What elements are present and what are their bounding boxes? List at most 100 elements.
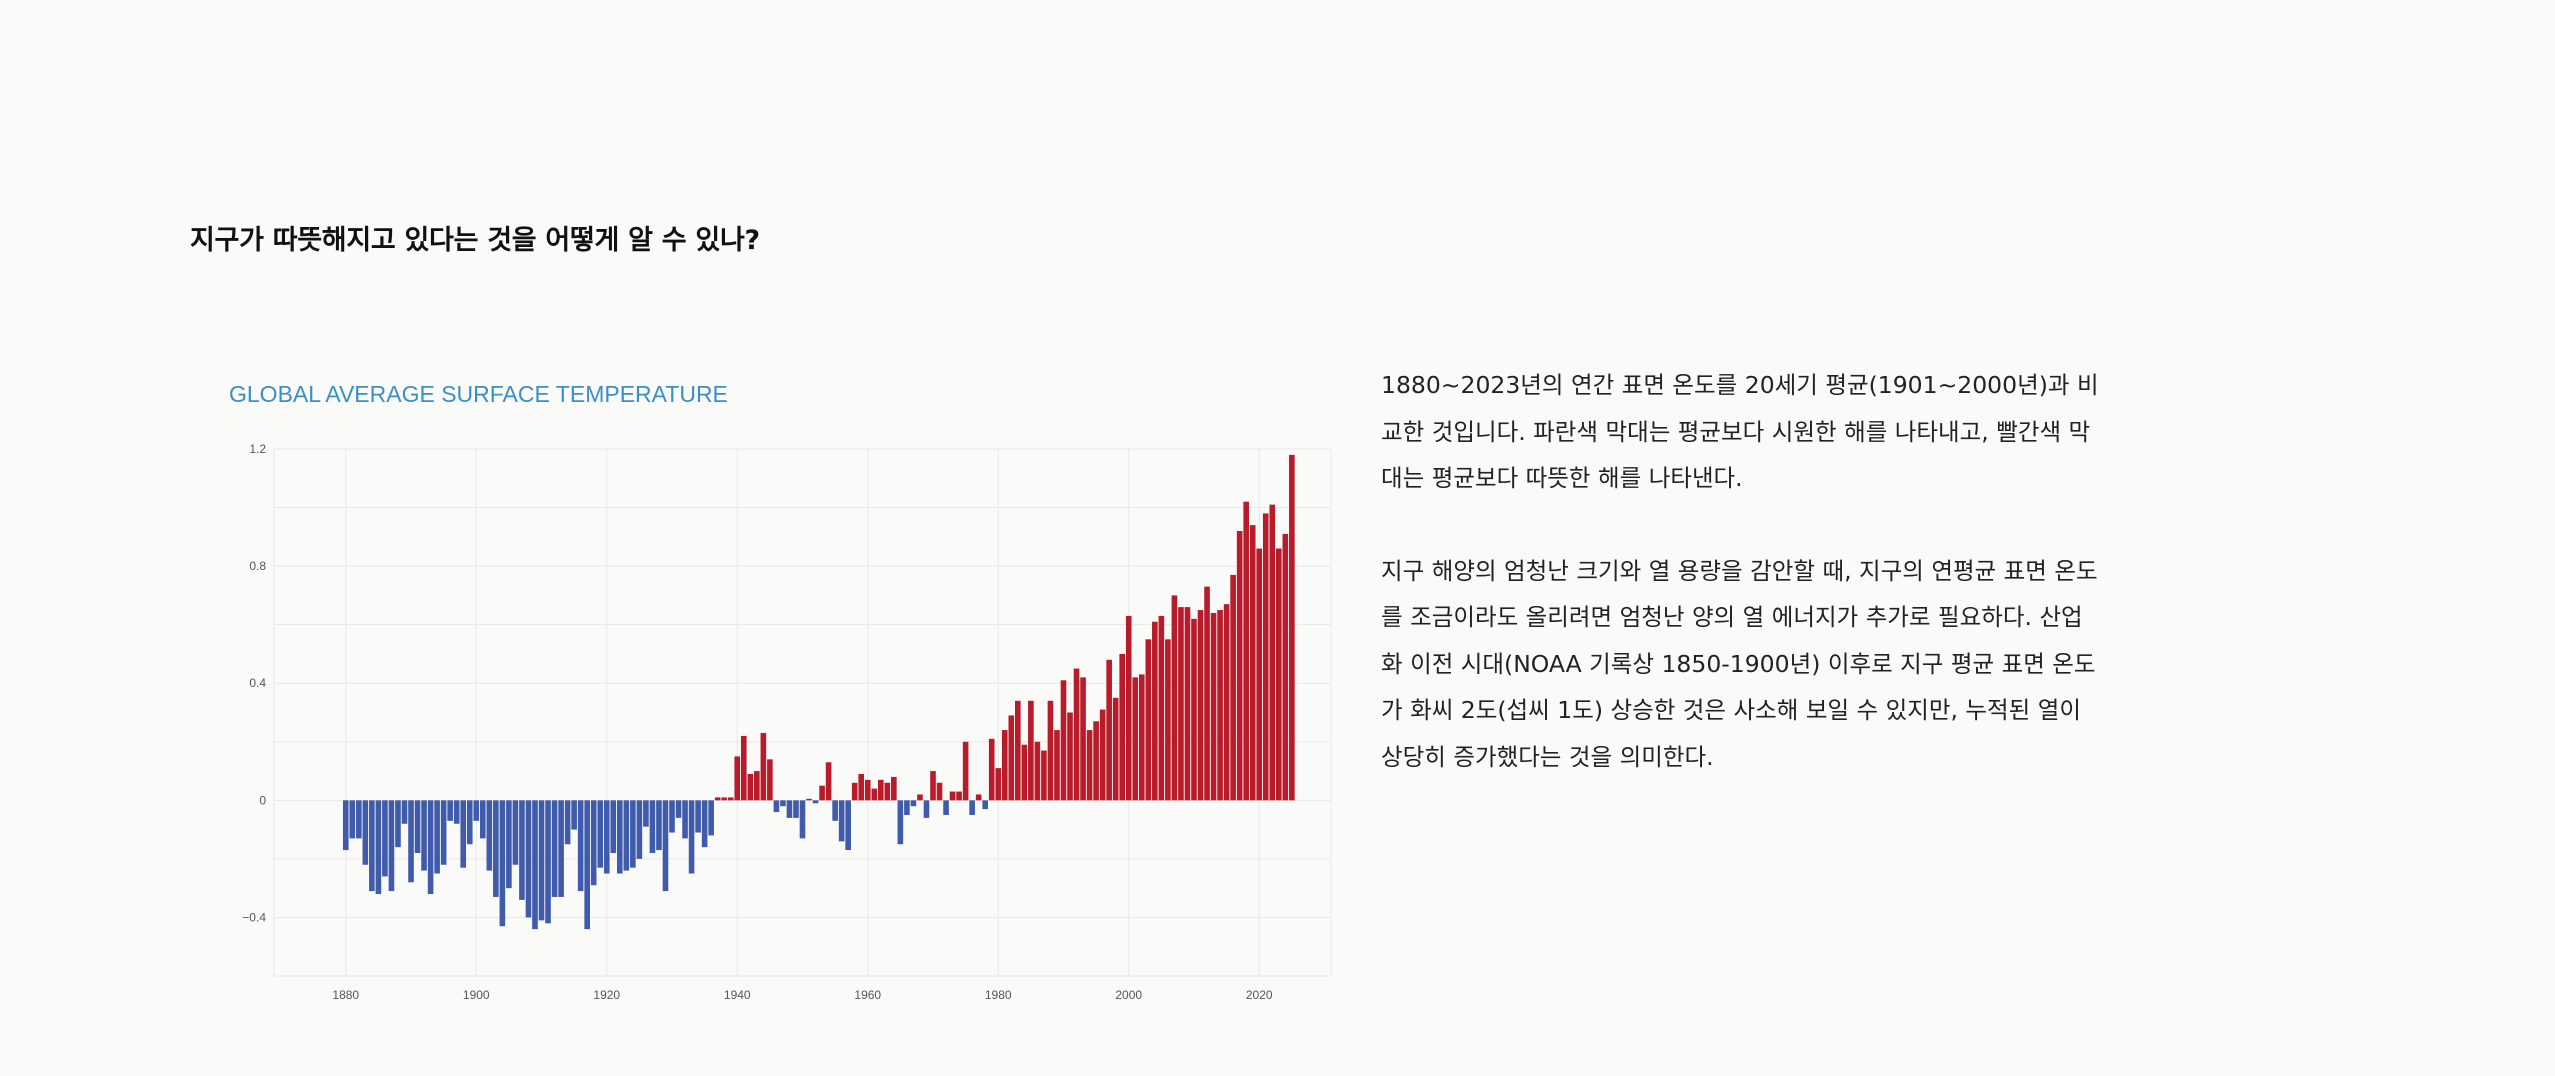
bar-1887 xyxy=(388,800,395,892)
bar-1936 xyxy=(708,800,714,836)
bar-1935 xyxy=(701,800,708,848)
bar-1919 xyxy=(597,800,604,868)
bar-1989 xyxy=(1054,730,1060,801)
bar-1998 xyxy=(1112,697,1119,801)
bar-1976 xyxy=(969,800,975,815)
bar-1885 xyxy=(375,800,382,895)
bar-1990 xyxy=(1060,680,1067,801)
bar-2005 xyxy=(1158,615,1165,801)
x-tick-label: 2000 xyxy=(1115,988,1142,1002)
bar-1930 xyxy=(669,800,675,833)
bar-2011 xyxy=(1197,610,1204,801)
bar-1906 xyxy=(512,800,519,865)
bar-1926 xyxy=(643,800,649,827)
bar-1949 xyxy=(793,800,799,818)
bar-1994 xyxy=(1086,730,1093,801)
bar-1948 xyxy=(786,800,793,818)
bar-1901 xyxy=(479,800,486,839)
bar-1959 xyxy=(858,773,865,801)
x-tick-label: 1900 xyxy=(463,988,490,1002)
bar-1943 xyxy=(754,771,760,801)
bar-1963 xyxy=(884,782,891,801)
bar-1987 xyxy=(1041,750,1047,801)
bar-1918 xyxy=(590,800,597,886)
bar-1972 xyxy=(943,800,949,815)
page-heading: 지구가 따뜻해지고 있다는 것을 어떻게 알 수 있나? xyxy=(190,225,760,256)
bar-1931 xyxy=(675,800,682,818)
y-tick-label: 0.4 xyxy=(249,676,266,690)
bar-1960 xyxy=(864,779,871,801)
bar-2008 xyxy=(1178,607,1184,801)
bar-2000 xyxy=(1125,615,1132,801)
bar-1967 xyxy=(910,800,917,807)
bar-1985 xyxy=(1028,700,1034,801)
bar-1980 xyxy=(995,768,1002,801)
bar-1921 xyxy=(610,800,617,854)
bar-1925 xyxy=(636,800,643,859)
bar-1981 xyxy=(1001,730,1008,801)
bar-1920 xyxy=(603,800,610,874)
bar-1888 xyxy=(395,800,401,848)
bar-1953 xyxy=(819,785,825,801)
bar-1962 xyxy=(877,779,884,801)
bar-1969 xyxy=(923,800,930,818)
bar-1983 xyxy=(1015,700,1021,801)
bar-1891 xyxy=(414,800,421,854)
bar-1904 xyxy=(499,800,506,927)
bar-1986 xyxy=(1034,741,1041,801)
bar-1910 xyxy=(538,800,545,921)
x-tick-label: 1920 xyxy=(593,988,620,1002)
bar-1937 xyxy=(714,797,721,801)
bar-2003 xyxy=(1145,639,1152,801)
bar-1912 xyxy=(551,800,558,897)
bar-1882 xyxy=(356,800,362,839)
bar-1956 xyxy=(838,800,845,842)
bar-1916 xyxy=(577,800,584,892)
bar-1897 xyxy=(453,800,460,824)
bar-2013 xyxy=(1210,612,1217,801)
bar-1995 xyxy=(1093,721,1099,801)
x-tick-label: 1960 xyxy=(854,988,881,1002)
bar-2025 xyxy=(1289,454,1295,801)
description-panel: 1880~2023년의 연간 표면 온도를 20세기 평균(1901~2000년… xyxy=(1381,362,2101,826)
x-tick-label: 1940 xyxy=(724,988,751,1002)
bar-1889 xyxy=(401,800,408,824)
bar-2014 xyxy=(1217,610,1223,801)
bar-1923 xyxy=(623,800,630,871)
bar-2018 xyxy=(1243,501,1249,801)
bar-2021 xyxy=(1262,513,1269,801)
bar-1946 xyxy=(773,800,780,813)
bar-1928 xyxy=(656,800,662,851)
bar-1934 xyxy=(695,800,701,833)
bar-2015 xyxy=(1223,604,1230,801)
bar-1907 xyxy=(519,800,525,900)
bar-1884 xyxy=(369,800,375,892)
bar-1978 xyxy=(982,800,988,810)
bar-1974 xyxy=(956,791,962,801)
bar-1958 xyxy=(851,782,858,801)
bar-1900 xyxy=(473,800,480,821)
chart-grid xyxy=(273,448,1332,977)
bar-1973 xyxy=(949,791,956,801)
y-tick-label: −0.4 xyxy=(242,910,266,924)
bar-1939 xyxy=(727,797,734,801)
bar-1881 xyxy=(349,800,356,839)
bar-1902 xyxy=(486,800,493,871)
bar-2007 xyxy=(1171,595,1178,801)
bar-2012 xyxy=(1204,586,1210,801)
chart-axes: −0.4 0 0.4 0.8 1.2 1880 1900 1920 1940 1960 1980 20… xyxy=(242,442,1273,1002)
bar-1914 xyxy=(564,800,571,845)
x-tick-label: 2020 xyxy=(1246,988,1273,1002)
bar-1966 xyxy=(904,800,910,815)
bar-2024 xyxy=(1282,533,1289,801)
x-tick-label: 1880 xyxy=(332,988,359,1002)
bar-1917 xyxy=(584,800,590,930)
bar-2002 xyxy=(1138,674,1145,801)
bar-2017 xyxy=(1236,530,1243,801)
bar-1975 xyxy=(962,741,969,801)
y-tick-label: 0 xyxy=(259,793,266,807)
bar-1890 xyxy=(408,800,414,883)
bar-1950 xyxy=(799,800,806,839)
bar-1951 xyxy=(806,798,812,801)
